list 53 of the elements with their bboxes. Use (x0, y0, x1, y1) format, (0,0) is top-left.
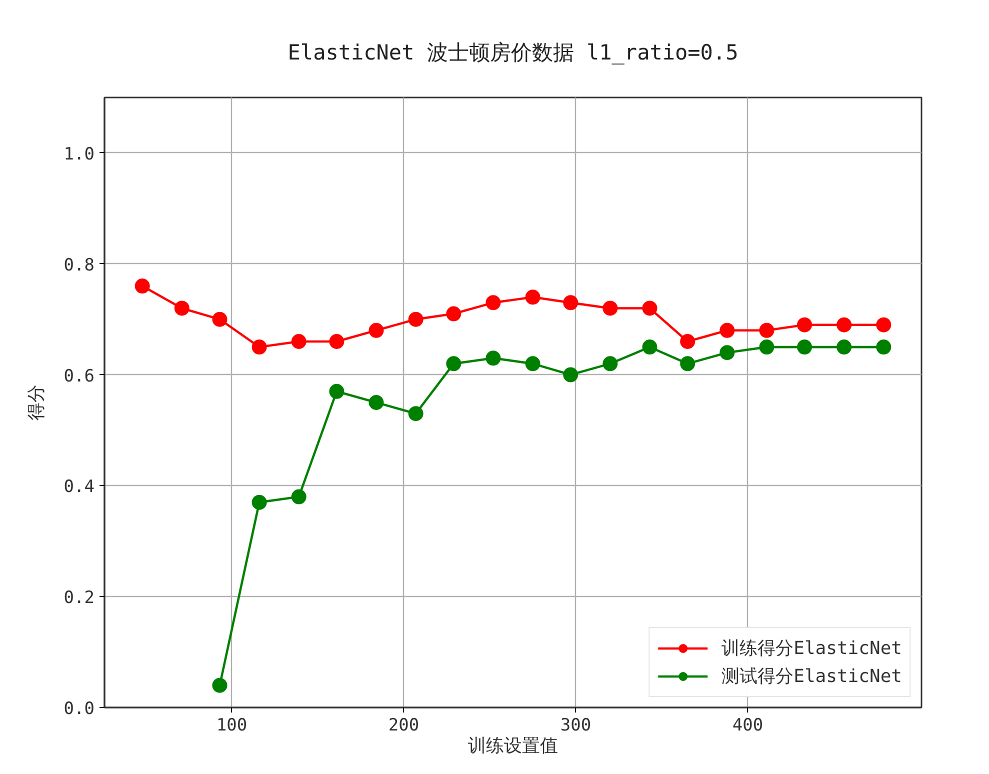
y-tick-label: 0.0 (64, 699, 95, 719)
point (174, 300, 190, 316)
y-tick-label: 0.4 (64, 477, 95, 498)
point (368, 395, 384, 410)
point (836, 317, 852, 332)
point (212, 678, 228, 693)
point (642, 300, 658, 316)
point (525, 290, 540, 305)
point (134, 278, 150, 294)
y-tick-label: 0.6 (64, 366, 95, 386)
point (252, 494, 267, 510)
point (720, 345, 735, 360)
point (329, 384, 344, 399)
point (563, 367, 578, 382)
point (797, 317, 812, 332)
point (291, 489, 306, 504)
x-tick-label: 400 (732, 716, 764, 736)
point (408, 406, 424, 422)
point (525, 356, 540, 372)
point (446, 356, 462, 372)
point (680, 356, 696, 372)
point (602, 300, 618, 316)
point (252, 340, 267, 355)
point (602, 356, 618, 372)
x-tick-label: 300 (560, 716, 592, 736)
point (486, 350, 501, 366)
legend-label: 测试得分ElasticNet (722, 665, 902, 688)
y-tick-label: 1.0 (64, 144, 95, 164)
point (720, 322, 735, 338)
x-tick-label: 200 (388, 716, 420, 736)
point (408, 312, 424, 327)
point (563, 295, 578, 310)
point (368, 322, 384, 338)
point (291, 334, 306, 349)
point (759, 340, 774, 355)
y-tick-label: 0.2 (64, 588, 95, 608)
point (642, 340, 658, 355)
point (836, 340, 852, 355)
legend-label: 训练得分ElasticNet (722, 637, 902, 660)
point (876, 340, 892, 355)
point (876, 317, 892, 332)
point (797, 340, 812, 355)
point (680, 334, 696, 349)
x-tick-label: 100 (216, 716, 248, 736)
y-axis-title: 得分 (26, 384, 47, 420)
x-axis-title: 训练设置值 (468, 736, 558, 756)
point (329, 334, 344, 349)
point (486, 295, 501, 310)
point (446, 306, 462, 322)
point (212, 312, 228, 327)
point (759, 322, 774, 338)
y-tick-label: 0.8 (64, 255, 95, 276)
chart-title: ElasticNet 波士顿房价数据 l1_ratio=0.5 (288, 40, 738, 64)
